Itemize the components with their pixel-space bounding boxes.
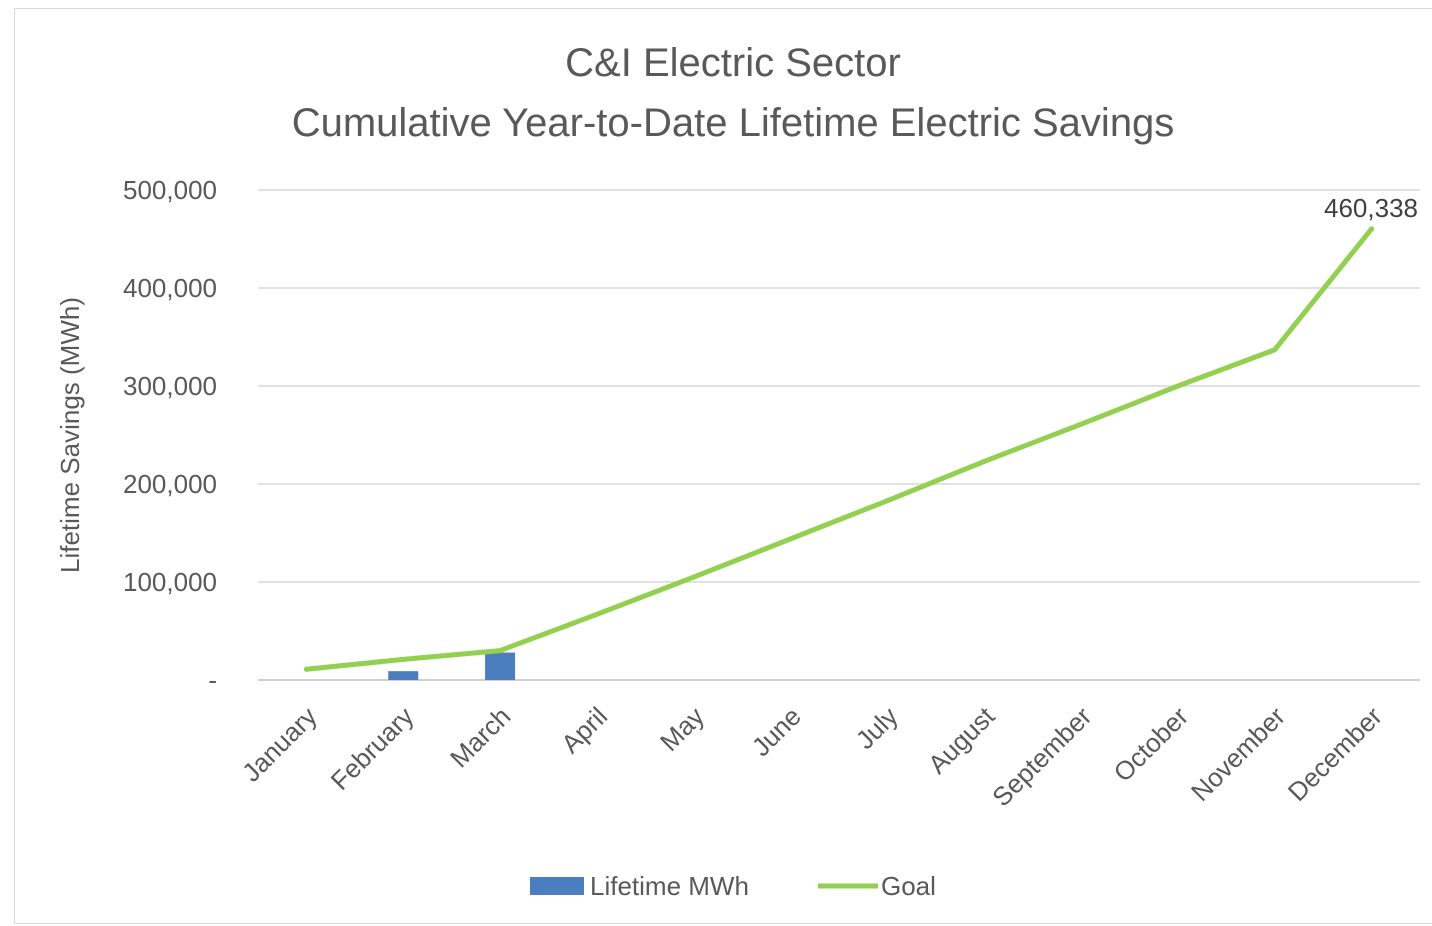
- line-series: [303, 226, 1375, 672]
- legend-label-goal: Goal: [881, 871, 936, 901]
- goal-point-march: [497, 648, 503, 654]
- x-tick-label-august: August: [922, 700, 1001, 779]
- goal-point-december: [1369, 226, 1375, 232]
- y-axis-ticks: - 100,000 200,000 300,000 400,000 500,000: [123, 175, 217, 695]
- bar-march: [485, 652, 516, 680]
- chart-title-line-1: C&I Electric Sector: [565, 41, 901, 85]
- bar-series: [388, 652, 516, 680]
- goal-point-june: [788, 536, 794, 542]
- x-tick-label-december: December: [1282, 701, 1388, 807]
- x-tick-label-september: September: [986, 701, 1097, 812]
- y-tick-label-300000: 300,000: [123, 371, 217, 401]
- bar-february: [388, 671, 419, 680]
- x-tick-label-may: May: [654, 701, 710, 757]
- x-axis-ticks: January February March April May June July Augu…: [236, 700, 1388, 812]
- y-tick-label-500000: 500,000: [123, 175, 217, 205]
- data-labels: 460,338: [1324, 193, 1418, 223]
- goal-point-october: [1175, 383, 1181, 389]
- y-axis-label: Lifetime Savings (MWh): [55, 297, 85, 573]
- chart-title-line-2: Cumulative Year-to-Date Lifetime Electri…: [292, 101, 1175, 145]
- y-tick-label-200000: 200,000: [123, 469, 217, 499]
- goal-line: [303, 226, 1375, 672]
- data-label-december: 460,338: [1324, 193, 1418, 223]
- legend-swatch-lifetime-mwh: [530, 877, 584, 895]
- legend: Lifetime MWh Goal: [530, 871, 936, 901]
- x-tick-label-march: March: [444, 701, 516, 773]
- y-tick-label-100000: 100,000: [123, 567, 217, 597]
- x-tick-label-june: June: [746, 701, 807, 762]
- gridlines: [258, 189, 1420, 681]
- y-tick-label-400000: 400,000: [123, 273, 217, 303]
- goal-point-april: [594, 611, 600, 617]
- goal-point-november: [1272, 347, 1278, 353]
- x-tick-label-november: November: [1185, 701, 1291, 807]
- goal-point-january: [303, 666, 309, 672]
- chart-frame: [14, 8, 1432, 924]
- x-tick-label-april: April: [555, 701, 613, 759]
- legend-label-lifetime-mwh: Lifetime MWh: [590, 871, 749, 901]
- x-tick-label-january: January: [236, 701, 323, 788]
- goal-point-may: [691, 574, 697, 580]
- goal-point-february: [400, 656, 406, 662]
- goal-point-september: [1078, 421, 1084, 427]
- goal-point-july: [884, 498, 890, 504]
- goal-point-august: [981, 458, 987, 464]
- x-tick-label-october: October: [1108, 701, 1195, 788]
- y-tick-label-0: -: [208, 665, 217, 695]
- x-tick-label-february: February: [325, 701, 420, 796]
- x-tick-label-july: July: [850, 701, 904, 755]
